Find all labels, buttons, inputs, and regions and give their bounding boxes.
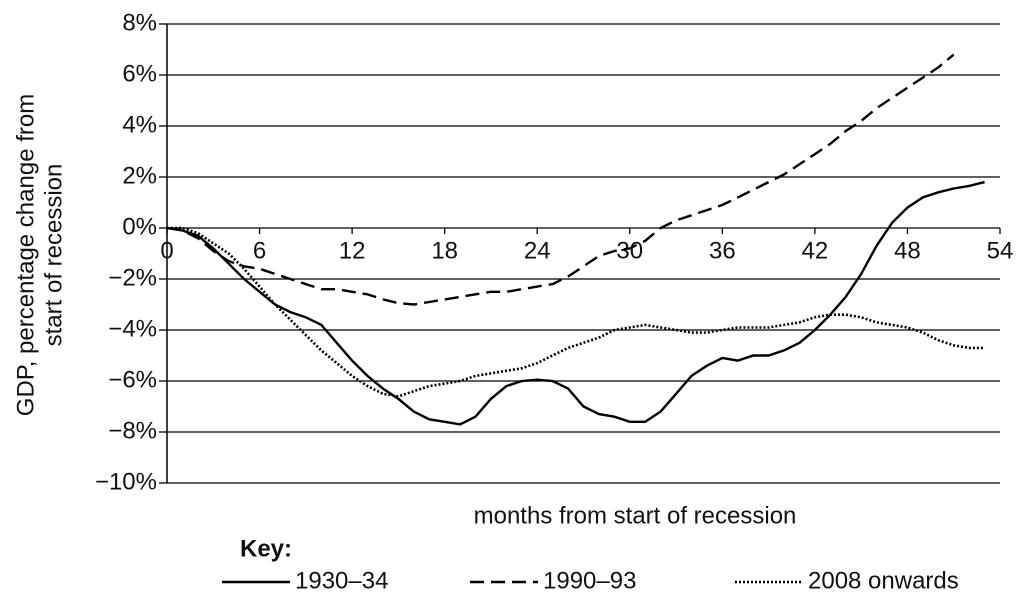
series-line [167, 226, 985, 398]
legend-label: 2008 onwards [808, 567, 959, 594]
legend-title: Key: [240, 535, 292, 562]
x-tick-label: 24 [524, 237, 551, 264]
x-tick-label: 42 [802, 237, 829, 264]
legend-label: 1990–93 [543, 567, 636, 594]
y-tick-label: −10% [95, 468, 157, 495]
y-tick-label: −6% [108, 366, 157, 393]
series-line [166, 180, 985, 426]
y-tick-label: −2% [108, 264, 157, 291]
y-tick-label: 0% [122, 213, 157, 240]
x-tick-label: 30 [616, 237, 643, 264]
series-line [166, 53, 955, 306]
y-tick-label: 6% [122, 60, 157, 87]
y-tick-label: 4% [122, 111, 157, 138]
x-tick-label: 54 [987, 237, 1014, 264]
y-tick-label: 8% [122, 9, 157, 36]
x-tick-label: 0 [160, 237, 173, 264]
y-tick-label: 2% [122, 162, 157, 189]
legend-label: 1930–34 [295, 567, 388, 594]
x-tick-label: 48 [894, 237, 921, 264]
x-tick-label: 12 [339, 237, 366, 264]
x-tick-label: 6 [253, 237, 266, 264]
y-tick-label: −4% [108, 315, 157, 342]
y-axis-label: GDP, percentage change from [12, 94, 39, 416]
x-tick-label: 18 [431, 237, 458, 264]
y-tick-label: −8% [108, 417, 157, 444]
x-axis-label: months from start of recession [474, 502, 797, 529]
x-tick-label: 36 [709, 237, 736, 264]
y-axis-label: start of recession [40, 164, 67, 347]
